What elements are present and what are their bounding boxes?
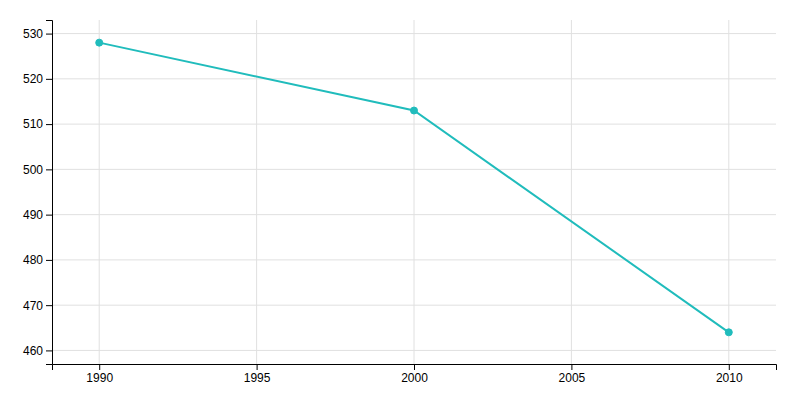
tick: 2005 bbox=[559, 364, 586, 385]
tick-label: 510 bbox=[23, 117, 43, 131]
tick-label: 470 bbox=[23, 298, 43, 312]
tick: 460 bbox=[23, 344, 52, 358]
grid-line-x bbox=[414, 20, 415, 364]
tick-label: 1990 bbox=[86, 371, 113, 385]
grid-line-y bbox=[52, 124, 776, 125]
tick: 1990 bbox=[86, 364, 113, 385]
tick-label: 490 bbox=[23, 208, 43, 222]
tick-mark bbox=[46, 169, 52, 170]
grid bbox=[52, 20, 776, 364]
tick-label: 2005 bbox=[559, 371, 586, 385]
tick-mark bbox=[257, 364, 258, 370]
grid-line-y bbox=[52, 169, 776, 170]
axis-line bbox=[46, 21, 53, 365]
tick: 2000 bbox=[401, 364, 428, 385]
tick-mark bbox=[99, 364, 100, 370]
tick-mark bbox=[414, 364, 415, 370]
tick: 2010 bbox=[716, 364, 743, 385]
point bbox=[96, 39, 103, 46]
tick: 510 bbox=[23, 117, 52, 131]
tick: 520 bbox=[23, 72, 52, 86]
tick-label: 2010 bbox=[716, 371, 743, 385]
grid-line-y bbox=[52, 33, 776, 34]
tick: 500 bbox=[23, 163, 52, 177]
grid-line-y bbox=[52, 259, 776, 260]
point bbox=[411, 107, 418, 114]
chart: 1990 1995 2000 2005 2010 460 470 480 490 500 510 52… bbox=[0, 0, 800, 400]
grid-line-y bbox=[52, 305, 776, 306]
tick-mark bbox=[46, 79, 52, 80]
tick: 470 bbox=[23, 298, 52, 312]
grid-line-y bbox=[52, 350, 776, 351]
grid-line-y bbox=[52, 214, 776, 215]
grid-line-x bbox=[256, 20, 257, 364]
tick-mark bbox=[729, 364, 730, 370]
grid-line-x bbox=[571, 20, 572, 364]
series bbox=[96, 39, 733, 336]
x-axis: 1990 1995 2000 2005 2010 bbox=[53, 364, 777, 385]
line bbox=[99, 43, 729, 333]
tick: 480 bbox=[23, 253, 52, 267]
tick-mark bbox=[46, 215, 52, 216]
grid-line-y bbox=[52, 78, 776, 79]
tick-label: 460 bbox=[23, 344, 43, 358]
point bbox=[725, 329, 732, 336]
tick-label: 480 bbox=[23, 253, 43, 267]
grid-line-x bbox=[728, 20, 729, 364]
axis-line bbox=[53, 365, 777, 371]
tick: 1995 bbox=[244, 364, 271, 385]
tick-mark bbox=[46, 124, 52, 125]
tick-label: 520 bbox=[23, 72, 43, 86]
tick-mark bbox=[46, 260, 52, 261]
tick: 530 bbox=[23, 27, 52, 41]
tick-mark bbox=[46, 34, 52, 35]
tick-mark bbox=[571, 364, 572, 370]
tick: 490 bbox=[23, 208, 52, 222]
tick-label: 500 bbox=[23, 163, 43, 177]
tick-mark bbox=[46, 350, 52, 351]
plot-area: 1990 1995 2000 2005 2010 460 470 480 490 500 510 52… bbox=[23, 20, 777, 385]
tick-label: 1995 bbox=[244, 371, 271, 385]
tick-label: 530 bbox=[23, 27, 43, 41]
tick-label: 2000 bbox=[401, 371, 428, 385]
grid-line-x bbox=[99, 20, 100, 364]
tick-mark bbox=[46, 305, 52, 306]
y-axis: 460 470 480 490 500 510 520 530 bbox=[23, 21, 53, 365]
